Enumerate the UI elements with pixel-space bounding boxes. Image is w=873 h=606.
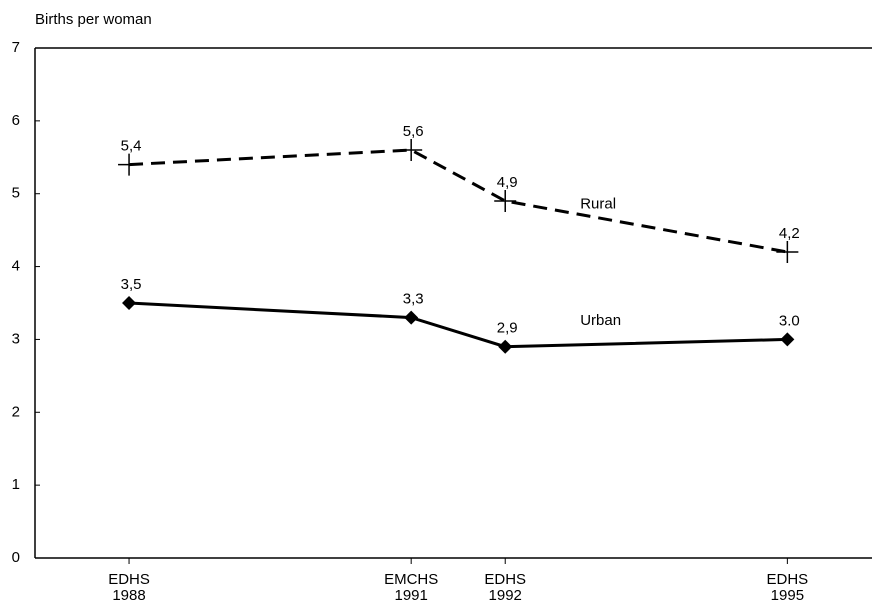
data-label: 5,4 xyxy=(121,138,142,155)
y-tick-label: 1 xyxy=(12,476,20,493)
x-tick-label: 1988 xyxy=(112,587,145,604)
y-tick-label: 5 xyxy=(12,185,20,202)
marker xyxy=(776,241,799,263)
y-tick-label: 2 xyxy=(12,403,20,420)
x-tick-survey: EDHS xyxy=(484,571,526,588)
marker xyxy=(400,139,423,161)
marker xyxy=(122,296,137,310)
series-label: Urban xyxy=(580,312,621,329)
x-tick-survey: EDHS xyxy=(108,571,150,588)
y-tick-label: 4 xyxy=(12,258,20,275)
data-label: 3,5 xyxy=(121,276,142,293)
x-tick-survey: EDHS xyxy=(767,571,809,588)
y-tick-label: 6 xyxy=(12,112,20,129)
marker xyxy=(118,153,141,176)
data-label: 3.0 xyxy=(779,312,800,329)
series-label: Rural xyxy=(580,195,616,212)
x-tick-label: 1995 xyxy=(771,587,804,604)
marker xyxy=(498,339,513,354)
marker xyxy=(404,310,419,325)
marker xyxy=(494,190,517,212)
marker xyxy=(780,332,795,347)
y-tick-label: 3 xyxy=(12,330,20,347)
y-tick-label: 7 xyxy=(12,39,20,56)
x-tick-label: 1992 xyxy=(489,587,522,604)
x-tick-survey: EMCHS xyxy=(384,571,438,588)
data-label: 2,9 xyxy=(497,320,518,337)
x-tick-label: 1991 xyxy=(394,587,427,604)
data-label: 3,3 xyxy=(403,291,424,308)
series-line xyxy=(128,301,788,349)
data-label: 5,6 xyxy=(403,123,424,140)
data-label: 4,9 xyxy=(497,174,518,191)
y-tick-label: 0 xyxy=(12,549,20,566)
series-line xyxy=(128,148,788,254)
y-axis-label: Births per woman xyxy=(35,11,152,28)
data-label: 4,2 xyxy=(779,225,800,242)
